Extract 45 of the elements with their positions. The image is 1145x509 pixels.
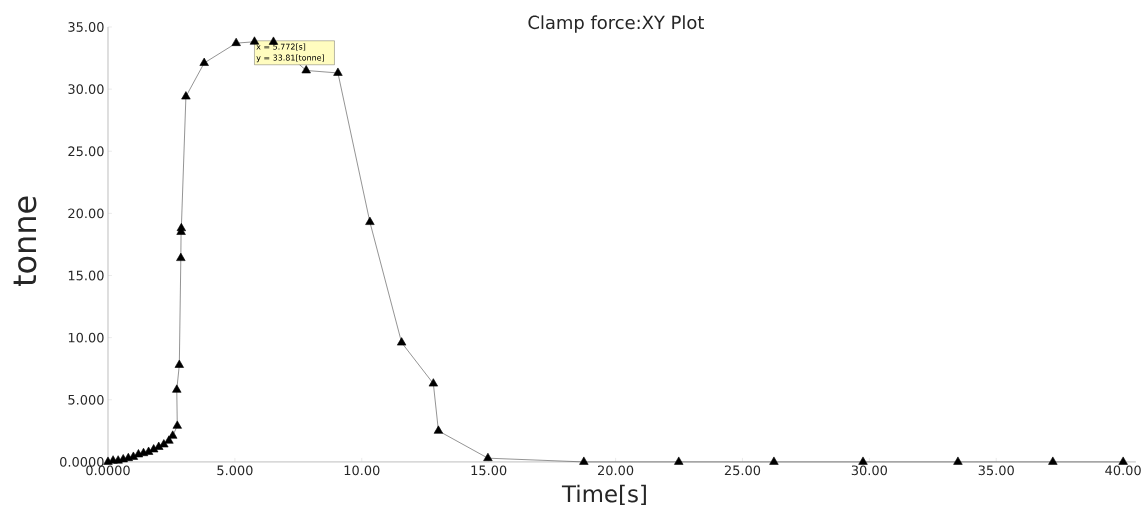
x-tick-label: 30.00: [851, 465, 888, 476]
point: [249, 36, 260, 45]
point: [397, 337, 407, 346]
x-tick-label: 20.00: [597, 465, 634, 476]
point: [1118, 456, 1128, 465]
point: [176, 252, 186, 261]
point: [172, 384, 182, 393]
point: [301, 65, 311, 74]
x-tick-label: 35.00: [978, 465, 1014, 476]
y-tick-label: 10.00: [68, 332, 104, 343]
x-tick-label: 10.00: [344, 465, 380, 476]
x-tick-label: 15.00: [471, 465, 507, 476]
point: [333, 67, 343, 76]
point: [433, 425, 444, 434]
x-tick-label: 40.00: [1105, 465, 1141, 476]
x-axis-title: Time[s]: [561, 484, 646, 506]
point: [428, 378, 438, 387]
y-tick-label: 25.00: [68, 146, 104, 157]
point: [1048, 456, 1058, 465]
point: [769, 456, 779, 465]
point: [483, 452, 493, 462]
y-tick-label: 20.00: [68, 208, 104, 219]
point: [579, 456, 589, 465]
y-tick-label: 30.00: [68, 84, 104, 95]
point: [231, 37, 241, 46]
y-tick-label: 35.00: [68, 22, 104, 32]
point: [858, 456, 868, 465]
x-tick-label: 0.0000: [86, 465, 130, 476]
y-tick-label: 15.00: [68, 270, 104, 281]
point: [174, 359, 184, 368]
point: [365, 216, 375, 225]
x-tick-label: 5.000: [217, 465, 253, 476]
point: [172, 420, 182, 429]
x-tick-label: 25.00: [724, 465, 761, 476]
y-axis-title: tonne: [13, 196, 37, 287]
point: [199, 57, 209, 66]
point: [168, 430, 178, 439]
point: [953, 456, 963, 465]
chart-title: Clamp force:XY Plot: [528, 15, 704, 33]
point: [164, 435, 174, 444]
point: [181, 91, 191, 100]
y-tick-label: 0.0000: [60, 457, 104, 467]
point: [159, 439, 169, 448]
y-tick-label: 5.000: [68, 394, 104, 405]
point: [674, 456, 684, 465]
